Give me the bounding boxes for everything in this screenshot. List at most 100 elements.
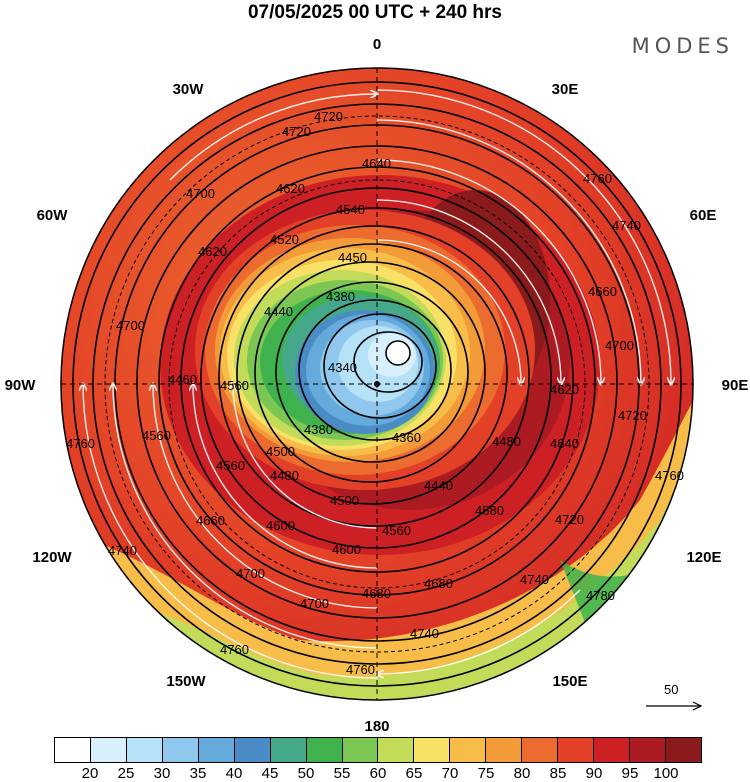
colorbar-swatch bbox=[486, 738, 523, 762]
colorbar-tick-label: 40 bbox=[225, 765, 243, 782]
contour-label: 4480 bbox=[270, 468, 299, 483]
colorbar-swatch bbox=[630, 738, 666, 762]
colorbar-tick-label: 45 bbox=[261, 765, 279, 782]
colorbar-tick-label: 60 bbox=[369, 765, 387, 782]
contour-label: 4700 bbox=[300, 596, 329, 611]
contour-label: 4480 bbox=[492, 434, 521, 449]
brand-logo: MODES bbox=[631, 34, 734, 58]
contour-label: 4680 bbox=[424, 576, 453, 591]
colorbar-swatch bbox=[378, 738, 415, 762]
contour-label: 4660 bbox=[588, 284, 617, 299]
contour-label: 4620 bbox=[198, 244, 227, 259]
longitude-label: 30E bbox=[552, 81, 579, 98]
colorbar bbox=[54, 737, 702, 763]
colorbar-swatch bbox=[522, 738, 559, 762]
longitude-label: 60E bbox=[690, 207, 717, 224]
contour-label: 4720 bbox=[282, 124, 311, 139]
contour-label: 4340 bbox=[328, 360, 357, 375]
colorbar-swatch bbox=[306, 738, 343, 762]
contour-label: 4680 bbox=[362, 586, 391, 601]
contour-label: 4360 bbox=[392, 430, 421, 445]
colorbar-tick-label: 70 bbox=[441, 765, 459, 782]
colorbar-tick-label: 100 bbox=[653, 765, 679, 782]
contour-label: 4760 bbox=[66, 436, 95, 451]
contour-label: 4380 bbox=[304, 422, 333, 437]
contour-label: 4560 bbox=[382, 523, 411, 538]
contour-label: 4560 bbox=[142, 428, 171, 443]
contour-label: 4450 bbox=[338, 250, 367, 265]
reference-vector bbox=[646, 701, 703, 711]
longitude-label: 150E bbox=[552, 673, 587, 690]
contour-label: 4600 bbox=[332, 542, 361, 557]
contour-label: 4720 bbox=[618, 408, 647, 423]
colorbar-tick-label: 85 bbox=[549, 765, 567, 782]
contour-label: 4700 bbox=[116, 318, 145, 333]
contour-label: 4760 bbox=[655, 468, 684, 483]
wind-speed-field bbox=[61, 68, 693, 700]
contour-label: 4620 bbox=[550, 382, 579, 397]
contour-label-group: 4720 4720 4760 4640 4700 4620 4740 4540 … bbox=[66, 109, 684, 677]
longitude-label: 150W bbox=[166, 673, 206, 690]
longitude-label: 90E bbox=[722, 377, 749, 394]
colorbar-swatch bbox=[270, 738, 307, 762]
colorbar-tick-label: 50 bbox=[297, 765, 315, 782]
contour-label: 4500 bbox=[266, 444, 295, 459]
contour-label: 4440 bbox=[424, 478, 453, 493]
contour-label: 4700 bbox=[186, 186, 215, 201]
colorbar-tick-label: 65 bbox=[405, 765, 423, 782]
colorbar-tick-labels: 20 25 30 35 40 45 50 55 60 65 70 75 80 85 90 95 100 bbox=[54, 765, 702, 782]
colorbar-swatch bbox=[126, 738, 163, 762]
reference-vector-label: 50 bbox=[664, 682, 679, 697]
contour-label: 4720 bbox=[314, 109, 343, 124]
contour-label: 4560 bbox=[220, 378, 249, 393]
contour-label: 4640 bbox=[550, 436, 579, 451]
map-title: 07/05/2025 00 UTC + 240 hrs bbox=[247, 2, 503, 23]
longitude-labels: 0 30E 60E 90E 120E 150E 180 150W 120W 90… bbox=[5, 36, 749, 735]
colorbar-tick-label: 75 bbox=[477, 765, 495, 782]
colorbar-swatch bbox=[450, 738, 487, 762]
contour-label: 4700 bbox=[605, 338, 634, 353]
contour-label: 4740 bbox=[410, 626, 439, 641]
longitude-label: 120E bbox=[686, 549, 721, 566]
colorbar-tick-label: 55 bbox=[333, 765, 351, 782]
contour-label: 4740 bbox=[612, 218, 641, 233]
contour-label: 4740 bbox=[520, 572, 549, 587]
contour-label: 4740 bbox=[108, 543, 137, 558]
contour-label: 4720 bbox=[555, 512, 584, 527]
colorbar-swatch bbox=[55, 738, 91, 762]
contour-label: 4780 bbox=[586, 588, 615, 603]
contour-label: 4380 bbox=[326, 289, 355, 304]
contour-label: 4540 bbox=[336, 202, 365, 217]
longitude-label: 90W bbox=[5, 377, 37, 394]
north-pole-marker bbox=[374, 381, 380, 387]
colorbar-tick-label: 90 bbox=[585, 765, 603, 782]
longitude-label: 0 bbox=[373, 36, 381, 53]
colorbar-tick-label: 30 bbox=[153, 765, 171, 782]
colorbar-swatch bbox=[162, 738, 199, 762]
contour-label: 4600 bbox=[266, 518, 295, 533]
contour-label: 4700 bbox=[236, 566, 265, 581]
colorbar-swatch bbox=[594, 738, 630, 762]
colorbar-tick-label: 80 bbox=[513, 765, 531, 782]
colorbar-swatch bbox=[198, 738, 235, 762]
colorbar-tick-label: 35 bbox=[189, 765, 207, 782]
longitude-label: 180 bbox=[364, 718, 389, 735]
contour-label: 4580 bbox=[475, 503, 504, 518]
longitude-label: 60W bbox=[37, 207, 69, 224]
contour-label: 4460 bbox=[168, 372, 197, 387]
contour-label: 4440 bbox=[264, 304, 293, 319]
contour-label: 4560 bbox=[216, 458, 245, 473]
colorbar-swatch bbox=[90, 738, 127, 762]
contour-label: 4620 bbox=[276, 181, 305, 196]
polar-map: 4720 4720 4760 4640 4700 4620 4740 4540 … bbox=[5, 36, 749, 735]
contour-label: 4760 bbox=[220, 642, 249, 657]
longitude-label: 120W bbox=[32, 549, 72, 566]
longitude-label: 30W bbox=[173, 81, 205, 98]
colorbar-tick-label: 25 bbox=[117, 765, 135, 782]
colorbar-swatch bbox=[665, 738, 701, 762]
colorbar-swatch bbox=[558, 738, 595, 762]
wind-streamlines bbox=[83, 89, 671, 679]
colorbar-tick-label: 20 bbox=[81, 765, 99, 782]
colorbar-swatch bbox=[414, 738, 451, 762]
colorbar-swatch bbox=[342, 738, 379, 762]
